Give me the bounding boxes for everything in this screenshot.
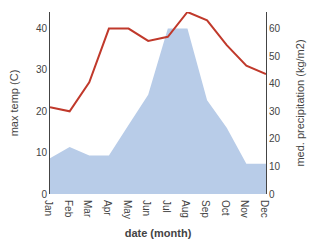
svg-text:10: 10	[36, 147, 48, 158]
svg-text:50: 50	[269, 51, 281, 62]
svg-text:Feb: Feb	[63, 200, 74, 218]
svg-text:date (month): date (month)	[125, 227, 192, 239]
svg-text:20: 20	[269, 133, 281, 144]
svg-text:30: 30	[269, 106, 281, 117]
svg-text:Dec: Dec	[259, 200, 270, 218]
svg-text:max temp (C): max temp (C)	[8, 70, 20, 137]
svg-text:Mar: Mar	[82, 200, 93, 218]
svg-text:med. precipitation (kg/m2): med. precipitation (kg/m2)	[294, 39, 306, 166]
svg-text:Jul: Jul	[161, 200, 172, 213]
svg-text:Jun: Jun	[141, 200, 152, 216]
svg-text:Apr: Apr	[102, 200, 113, 216]
svg-text:20: 20	[36, 106, 48, 117]
svg-text:Aug: Aug	[180, 200, 191, 218]
svg-text:Oct: Oct	[220, 200, 231, 216]
svg-text:Nov: Nov	[239, 200, 250, 218]
svg-text:10: 10	[269, 161, 281, 172]
svg-text:60: 60	[269, 23, 281, 34]
svg-text:30: 30	[36, 64, 48, 75]
svg-text:May: May	[122, 200, 133, 219]
svg-text:0: 0	[269, 189, 275, 200]
svg-text:40: 40	[269, 78, 281, 89]
svg-text:40: 40	[36, 23, 48, 34]
svg-text:Sep: Sep	[200, 200, 211, 218]
svg-text:Jan: Jan	[43, 200, 54, 216]
svg-text:0: 0	[41, 189, 47, 200]
